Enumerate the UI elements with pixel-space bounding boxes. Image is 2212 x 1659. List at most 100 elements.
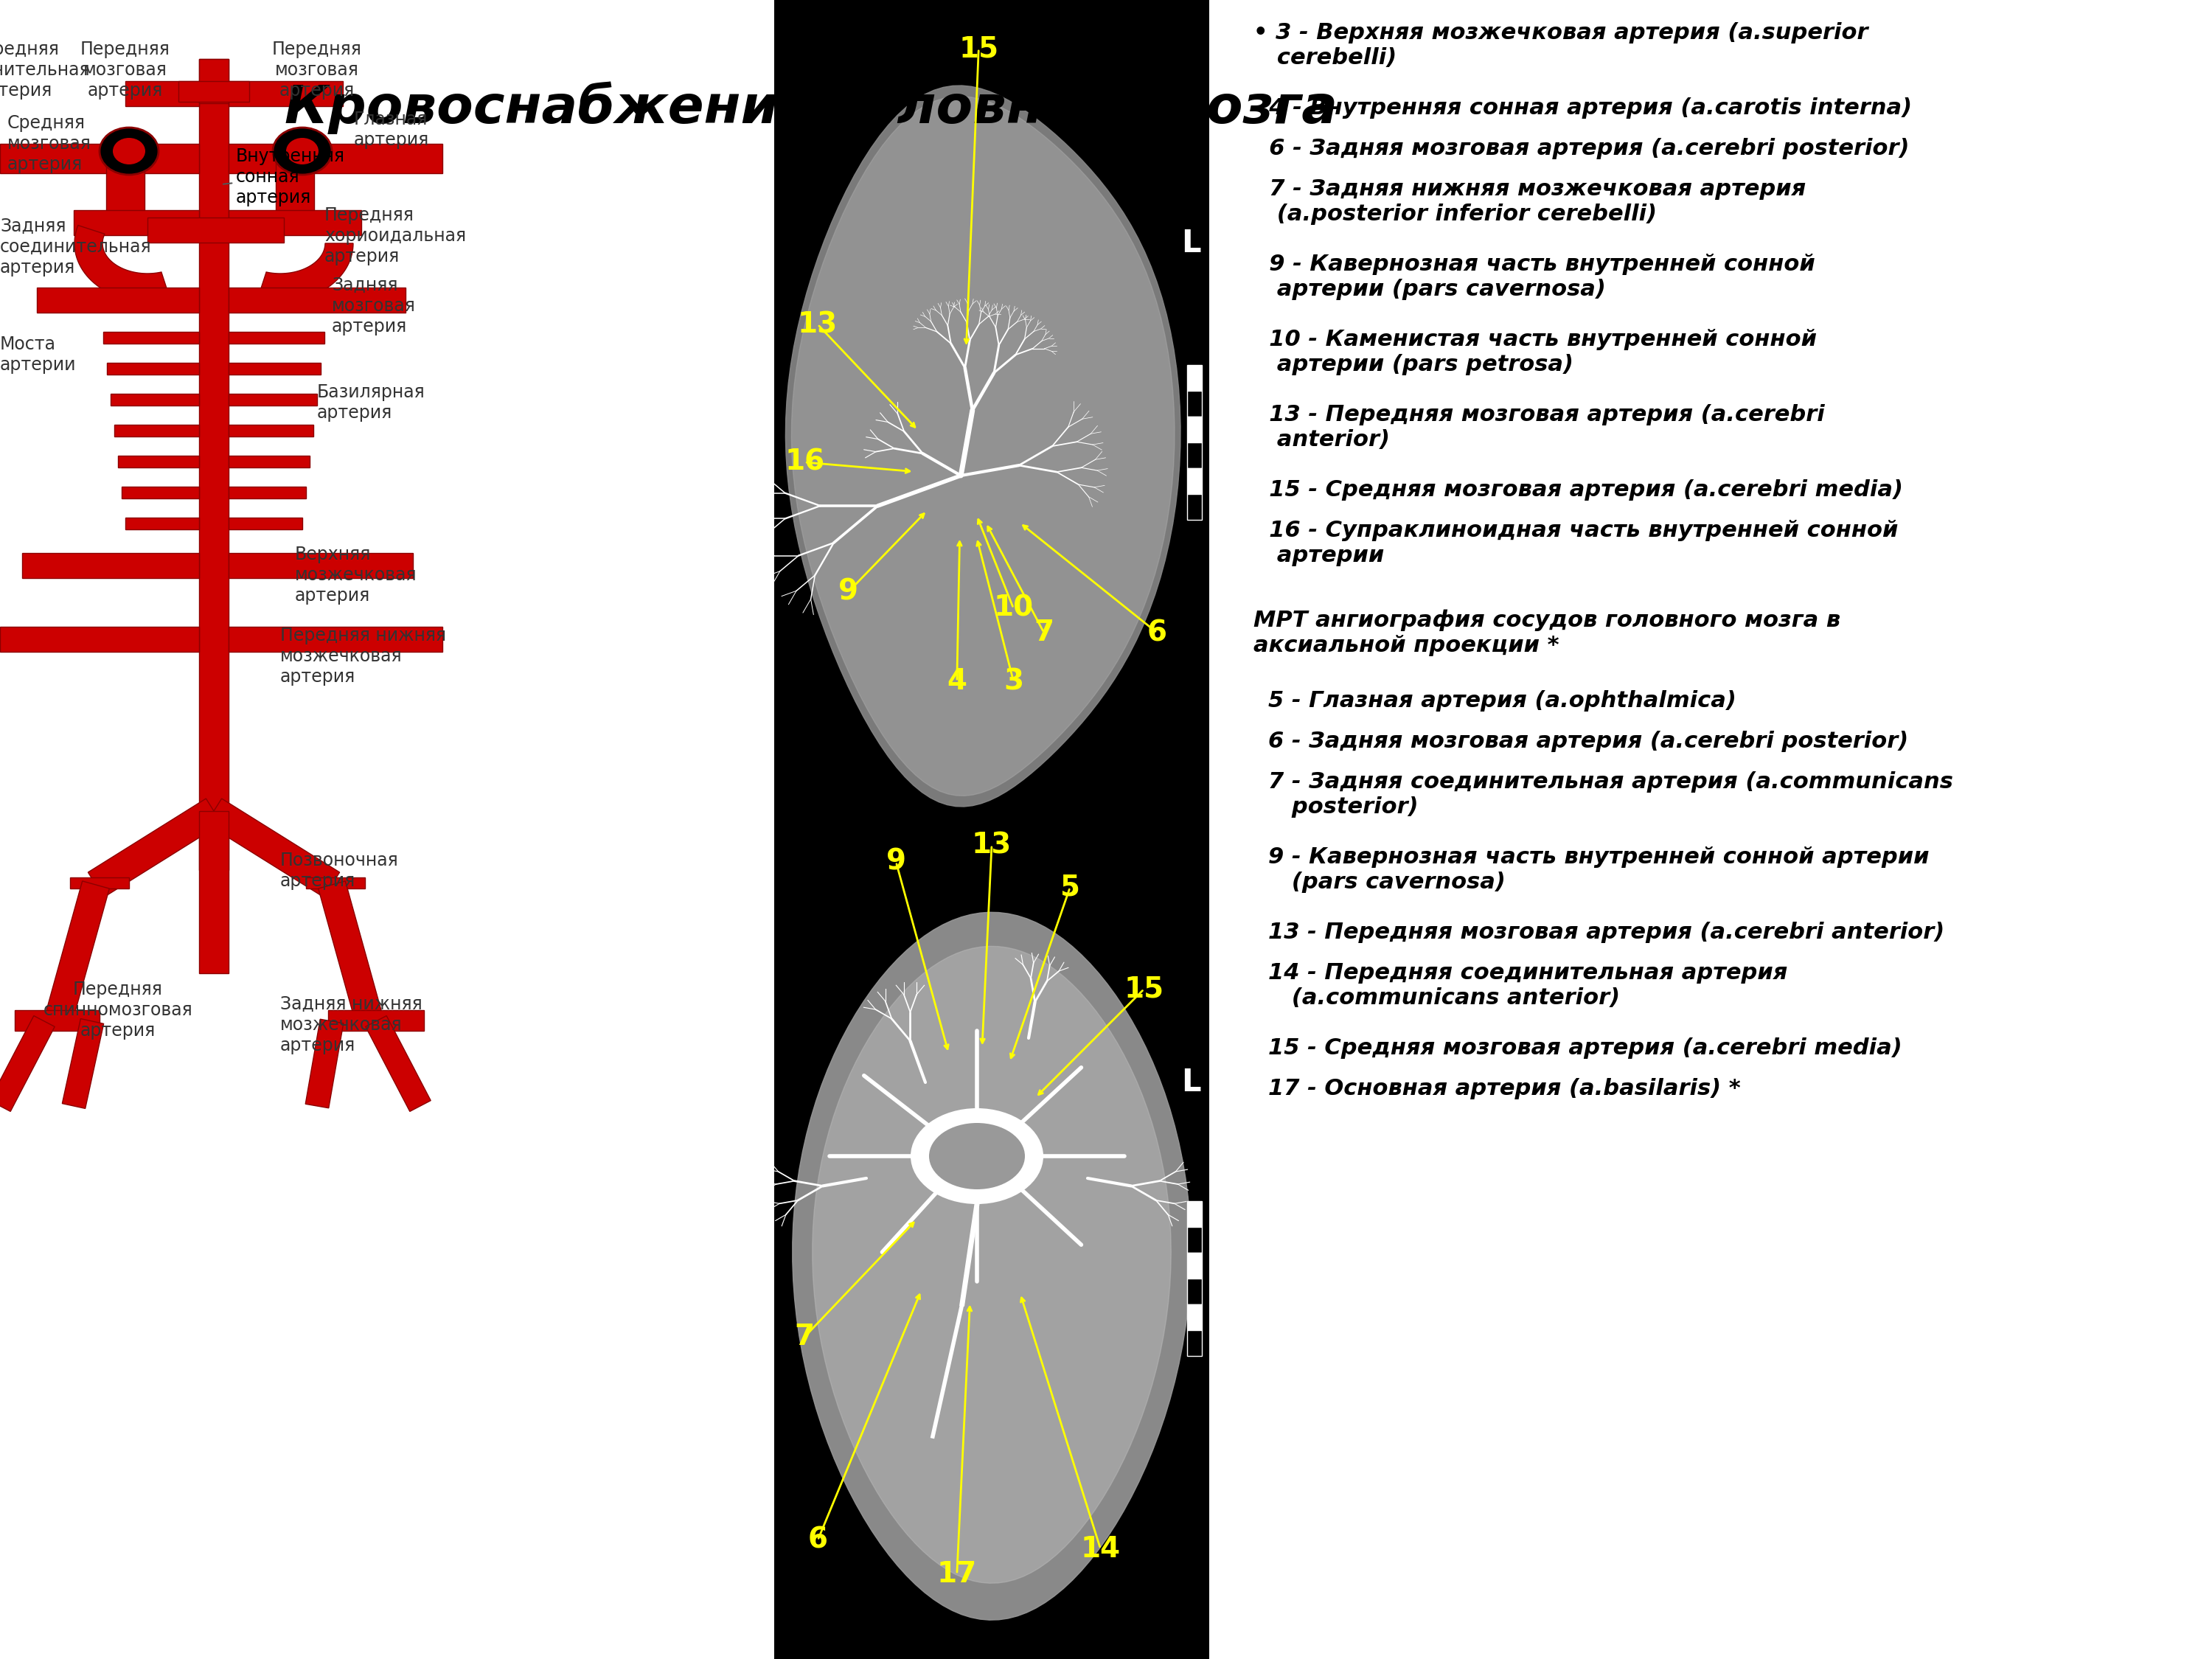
Text: 6: 6 bbox=[1148, 619, 1168, 647]
Text: 14 - Передняя соединительная артерия
   (a.communicans anterior): 14 - Передняя соединительная артерия (a.… bbox=[1267, 962, 1787, 1009]
Text: 5: 5 bbox=[1060, 873, 1079, 901]
Text: 3: 3 bbox=[1004, 667, 1024, 695]
Bar bbox=[0, 144, 199, 173]
Text: 6 - Задняя мозговая артерия (a.cerebri posterior): 6 - Задняя мозговая артерия (a.cerebri p… bbox=[1267, 730, 1909, 752]
Bar bbox=[228, 456, 310, 468]
Text: 14: 14 bbox=[1079, 1535, 1121, 1563]
Polygon shape bbox=[46, 881, 108, 1022]
Bar bbox=[199, 811, 228, 974]
Text: Кровоснабжение головного мозга: Кровоснабжение головного мозга bbox=[285, 81, 1338, 134]
Text: Задняя
мозговая
артерия: Задняя мозговая артерия bbox=[332, 277, 416, 335]
Bar bbox=[1188, 416, 1201, 443]
Ellipse shape bbox=[100, 128, 159, 174]
Text: 10 - Каменистая часть внутренней сонной
   артерии (pars petrosa): 10 - Каменистая часть внутренней сонной … bbox=[1254, 328, 1816, 375]
Text: 17: 17 bbox=[938, 1559, 978, 1588]
Text: 6 - Задняя мозговая артерия (a.cerebri posterior): 6 - Задняя мозговая артерия (a.cerebri p… bbox=[1254, 138, 1909, 159]
Bar bbox=[1188, 1201, 1201, 1228]
Text: Передняя
мозговая
артерия: Передняя мозговая артерия bbox=[272, 40, 363, 100]
Ellipse shape bbox=[272, 128, 332, 174]
Bar bbox=[1188, 392, 1201, 416]
Bar bbox=[126, 518, 199, 529]
Bar bbox=[1188, 1304, 1201, 1331]
Bar bbox=[228, 486, 305, 498]
Text: Позвоночная
артерия: Позвоночная артерия bbox=[281, 851, 398, 889]
Text: 13 - Передняя мозговая артерия (a.cerebri
   anterior): 13 - Передняя мозговая артерия (a.cerebr… bbox=[1254, 405, 1825, 450]
Text: L: L bbox=[1181, 1067, 1201, 1098]
Bar bbox=[148, 217, 283, 242]
Bar bbox=[228, 552, 414, 577]
Bar bbox=[228, 211, 361, 236]
Text: Глазная
артерия: Глазная артерия bbox=[354, 111, 429, 149]
Bar bbox=[104, 332, 199, 343]
Bar bbox=[327, 1010, 425, 1030]
Text: Моста
артерии: Моста артерии bbox=[0, 335, 75, 373]
Bar bbox=[126, 81, 199, 106]
Bar bbox=[228, 425, 314, 436]
Polygon shape bbox=[792, 96, 1175, 796]
Bar bbox=[228, 627, 442, 652]
Text: Внутренняя
сонная
артерия: Внутренняя сонная артерия bbox=[223, 148, 345, 206]
Text: 15 - Средняя мозговая артерия (a.cerebri media): 15 - Средняя мозговая артерия (a.cerebri… bbox=[1267, 1037, 1902, 1058]
Text: Задняя
соединительная
артерия: Задняя соединительная артерия bbox=[0, 217, 153, 275]
Bar bbox=[228, 332, 325, 343]
Bar bbox=[1188, 1228, 1201, 1253]
Bar bbox=[179, 81, 250, 101]
Text: 6: 6 bbox=[807, 1526, 827, 1554]
Bar bbox=[71, 878, 128, 889]
Polygon shape bbox=[62, 1019, 104, 1108]
Bar bbox=[122, 486, 199, 498]
Bar bbox=[38, 287, 199, 312]
Bar bbox=[228, 363, 321, 375]
Bar bbox=[1188, 1279, 1201, 1304]
Ellipse shape bbox=[929, 1123, 1024, 1190]
Text: 7: 7 bbox=[794, 1322, 814, 1350]
Bar bbox=[1188, 1331, 1201, 1355]
Text: Средняя
мозговая
артерия: Средняя мозговая артерия bbox=[7, 114, 91, 173]
Text: 15 - Средняя мозговая артерия (a.cerebri media): 15 - Средняя мозговая артерия (a.cerebri… bbox=[1254, 479, 1902, 501]
Bar bbox=[774, 811, 1210, 1659]
Bar bbox=[276, 144, 314, 217]
Bar bbox=[228, 393, 316, 405]
Text: 9 - Кавернозная часть внутренней сонной
   артерии (pars cavernosa): 9 - Кавернозная часть внутренней сонной … bbox=[1254, 254, 1816, 300]
Polygon shape bbox=[812, 946, 1170, 1583]
Polygon shape bbox=[0, 1015, 55, 1112]
Bar bbox=[22, 552, 199, 577]
Bar bbox=[1188, 468, 1201, 494]
Text: МРТ ангиография сосудов головного мозга в
аксиальной проекции *: МРТ ангиография сосудов головного мозга … bbox=[1254, 611, 1840, 657]
Text: 13 - Передняя мозговая артерия (a.cerebri anterior): 13 - Передняя мозговая артерия (a.cerebr… bbox=[1267, 922, 1944, 942]
Text: Передняя нижняя
мозжечковая
артерия: Передняя нижняя мозжечковая артерия bbox=[281, 627, 447, 685]
Bar bbox=[305, 878, 365, 889]
Bar bbox=[73, 211, 199, 236]
Text: Базилярная
артерия: Базилярная артерия bbox=[316, 383, 425, 421]
Text: Передняя
спинномозговая
артерия: Передняя спинномозговая артерия bbox=[44, 980, 192, 1039]
Text: 16: 16 bbox=[785, 448, 825, 476]
Bar bbox=[199, 60, 228, 103]
Ellipse shape bbox=[113, 138, 146, 164]
Text: 4: 4 bbox=[947, 667, 967, 695]
Text: Передняя
соединительная
артерия: Передняя соединительная артерия bbox=[0, 40, 91, 100]
Bar bbox=[106, 363, 199, 375]
Bar bbox=[0, 627, 199, 652]
Text: 15: 15 bbox=[1124, 975, 1164, 1004]
Bar bbox=[15, 1010, 100, 1030]
Text: 9 - Кавернозная часть внутренней сонной артерии
   (pars cavernosa): 9 - Кавернозная часть внутренней сонной … bbox=[1267, 846, 1929, 893]
Bar bbox=[228, 518, 303, 529]
Bar bbox=[199, 60, 228, 869]
Polygon shape bbox=[785, 86, 1181, 806]
Ellipse shape bbox=[285, 138, 319, 164]
Text: 9: 9 bbox=[838, 577, 858, 606]
Bar bbox=[228, 144, 442, 173]
Bar bbox=[117, 456, 199, 468]
Polygon shape bbox=[792, 912, 1190, 1621]
Text: 7 - Задняя нижняя мозжечковая артерия
   (a.posterior inferior cerebelli): 7 - Задняя нижняя мозжечковая артерия (a… bbox=[1254, 179, 1805, 224]
Polygon shape bbox=[75, 226, 170, 302]
Text: 13: 13 bbox=[799, 310, 838, 338]
Bar bbox=[228, 287, 405, 312]
Polygon shape bbox=[257, 244, 354, 302]
Text: Задняя нижняя
мозжечковая
артерия: Задняя нижняя мозжечковая артерия bbox=[281, 995, 422, 1053]
Text: Верхняя
мозжечковая
артерия: Верхняя мозжечковая артерия bbox=[294, 546, 418, 604]
Polygon shape bbox=[319, 881, 383, 1022]
Bar bbox=[111, 393, 199, 405]
Text: • 3 - Верхняя мозжечковая артерия (a.superior
   cerebelli): • 3 - Верхняя мозжечковая артерия (a.sup… bbox=[1254, 22, 1867, 68]
Text: 13: 13 bbox=[971, 831, 1011, 859]
